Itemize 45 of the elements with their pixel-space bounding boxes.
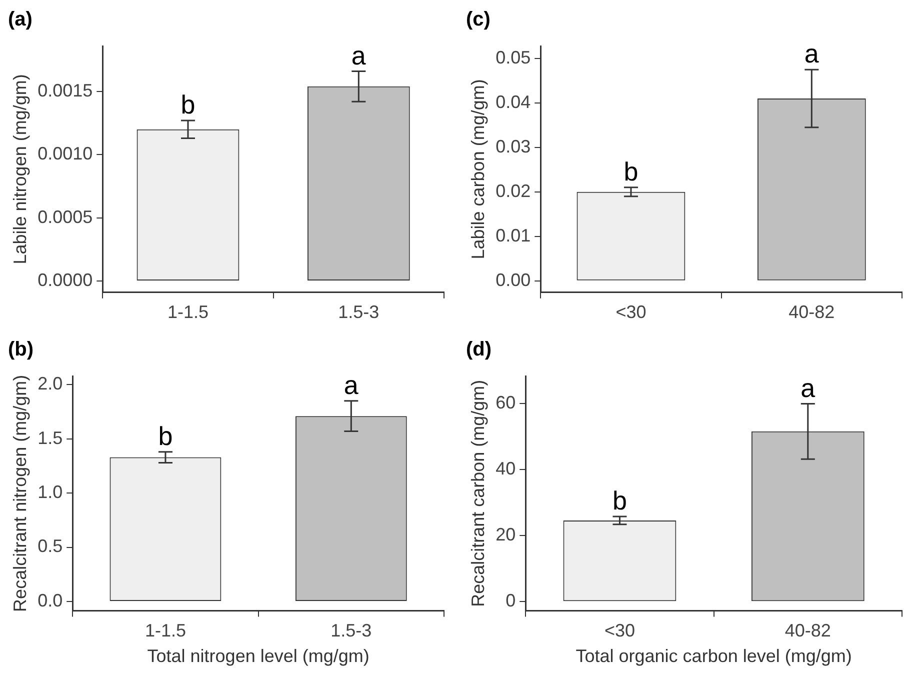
- y-tick-label: 1.0: [38, 482, 63, 502]
- annotation: b: [158, 421, 173, 452]
- y-tick-label: 60: [496, 392, 516, 413]
- y-tick-label: 2.0: [38, 374, 63, 394]
- y-tick-label: 0: [506, 590, 516, 611]
- y-tick-label: 0.0015: [38, 80, 93, 100]
- y-tick-label: 40: [496, 458, 516, 479]
- y-tick-label: 1.5: [38, 428, 63, 448]
- x-tick-label: <30: [604, 620, 635, 641]
- annotation: b: [612, 486, 627, 516]
- y-tick-label: 20: [496, 524, 516, 545]
- x-axis-title: Total organic carbon level (mg/gm): [576, 646, 852, 666]
- y-axis-title: Recalcitrant carbon (mg/gm): [468, 380, 488, 607]
- x-tick-label: <30: [616, 302, 646, 322]
- annotation: a: [344, 370, 359, 400]
- y-tick-label: 0.0005: [38, 206, 93, 227]
- x-tick-label: 40-82: [784, 620, 831, 641]
- y-axis-title: Labile nitrogen (mg/gm): [10, 74, 30, 264]
- annotation: a: [800, 372, 816, 403]
- y-tick-label: 0.04: [496, 92, 531, 112]
- chart-title: (b): [8, 338, 34, 361]
- x-tick-label: 1-1.5: [144, 620, 186, 641]
- x-tick-label: 1.5-3: [338, 302, 380, 322]
- y-tick-label: 0.5: [38, 536, 63, 556]
- chart-title: (a): [8, 8, 32, 31]
- annotation: a: [351, 40, 366, 70]
- y-tick-label: 0.0: [38, 590, 63, 610]
- y-tick-label: 0.05: [496, 47, 531, 68]
- annotation: a: [804, 38, 820, 69]
- chart-title: (c): [466, 8, 490, 31]
- x-tick-label: 1.5-3: [330, 620, 372, 641]
- y-tick-label: 0.0010: [38, 144, 93, 164]
- y-tick-label: 0.01: [496, 225, 531, 246]
- annotation: b: [180, 90, 196, 120]
- y-tick-label: 0.02: [496, 180, 531, 201]
- y-axis-title: Labile carbon (mg/gm): [468, 79, 488, 260]
- chart-title: (d): [466, 338, 492, 361]
- annotation: b: [624, 156, 638, 187]
- x-tick-label: 1-1.5: [167, 302, 209, 322]
- y-tick-label: 0.00: [496, 270, 531, 290]
- x-axis-title: Total nitrogen level (mg/gm): [147, 646, 370, 666]
- y-axis-title: Recalcitrant nitrogen (mg/gm): [10, 374, 30, 612]
- y-tick-label: 0.0000: [38, 270, 93, 290]
- y-tick-label: 0.03: [496, 136, 531, 156]
- x-tick-label: 40-82: [788, 302, 835, 322]
